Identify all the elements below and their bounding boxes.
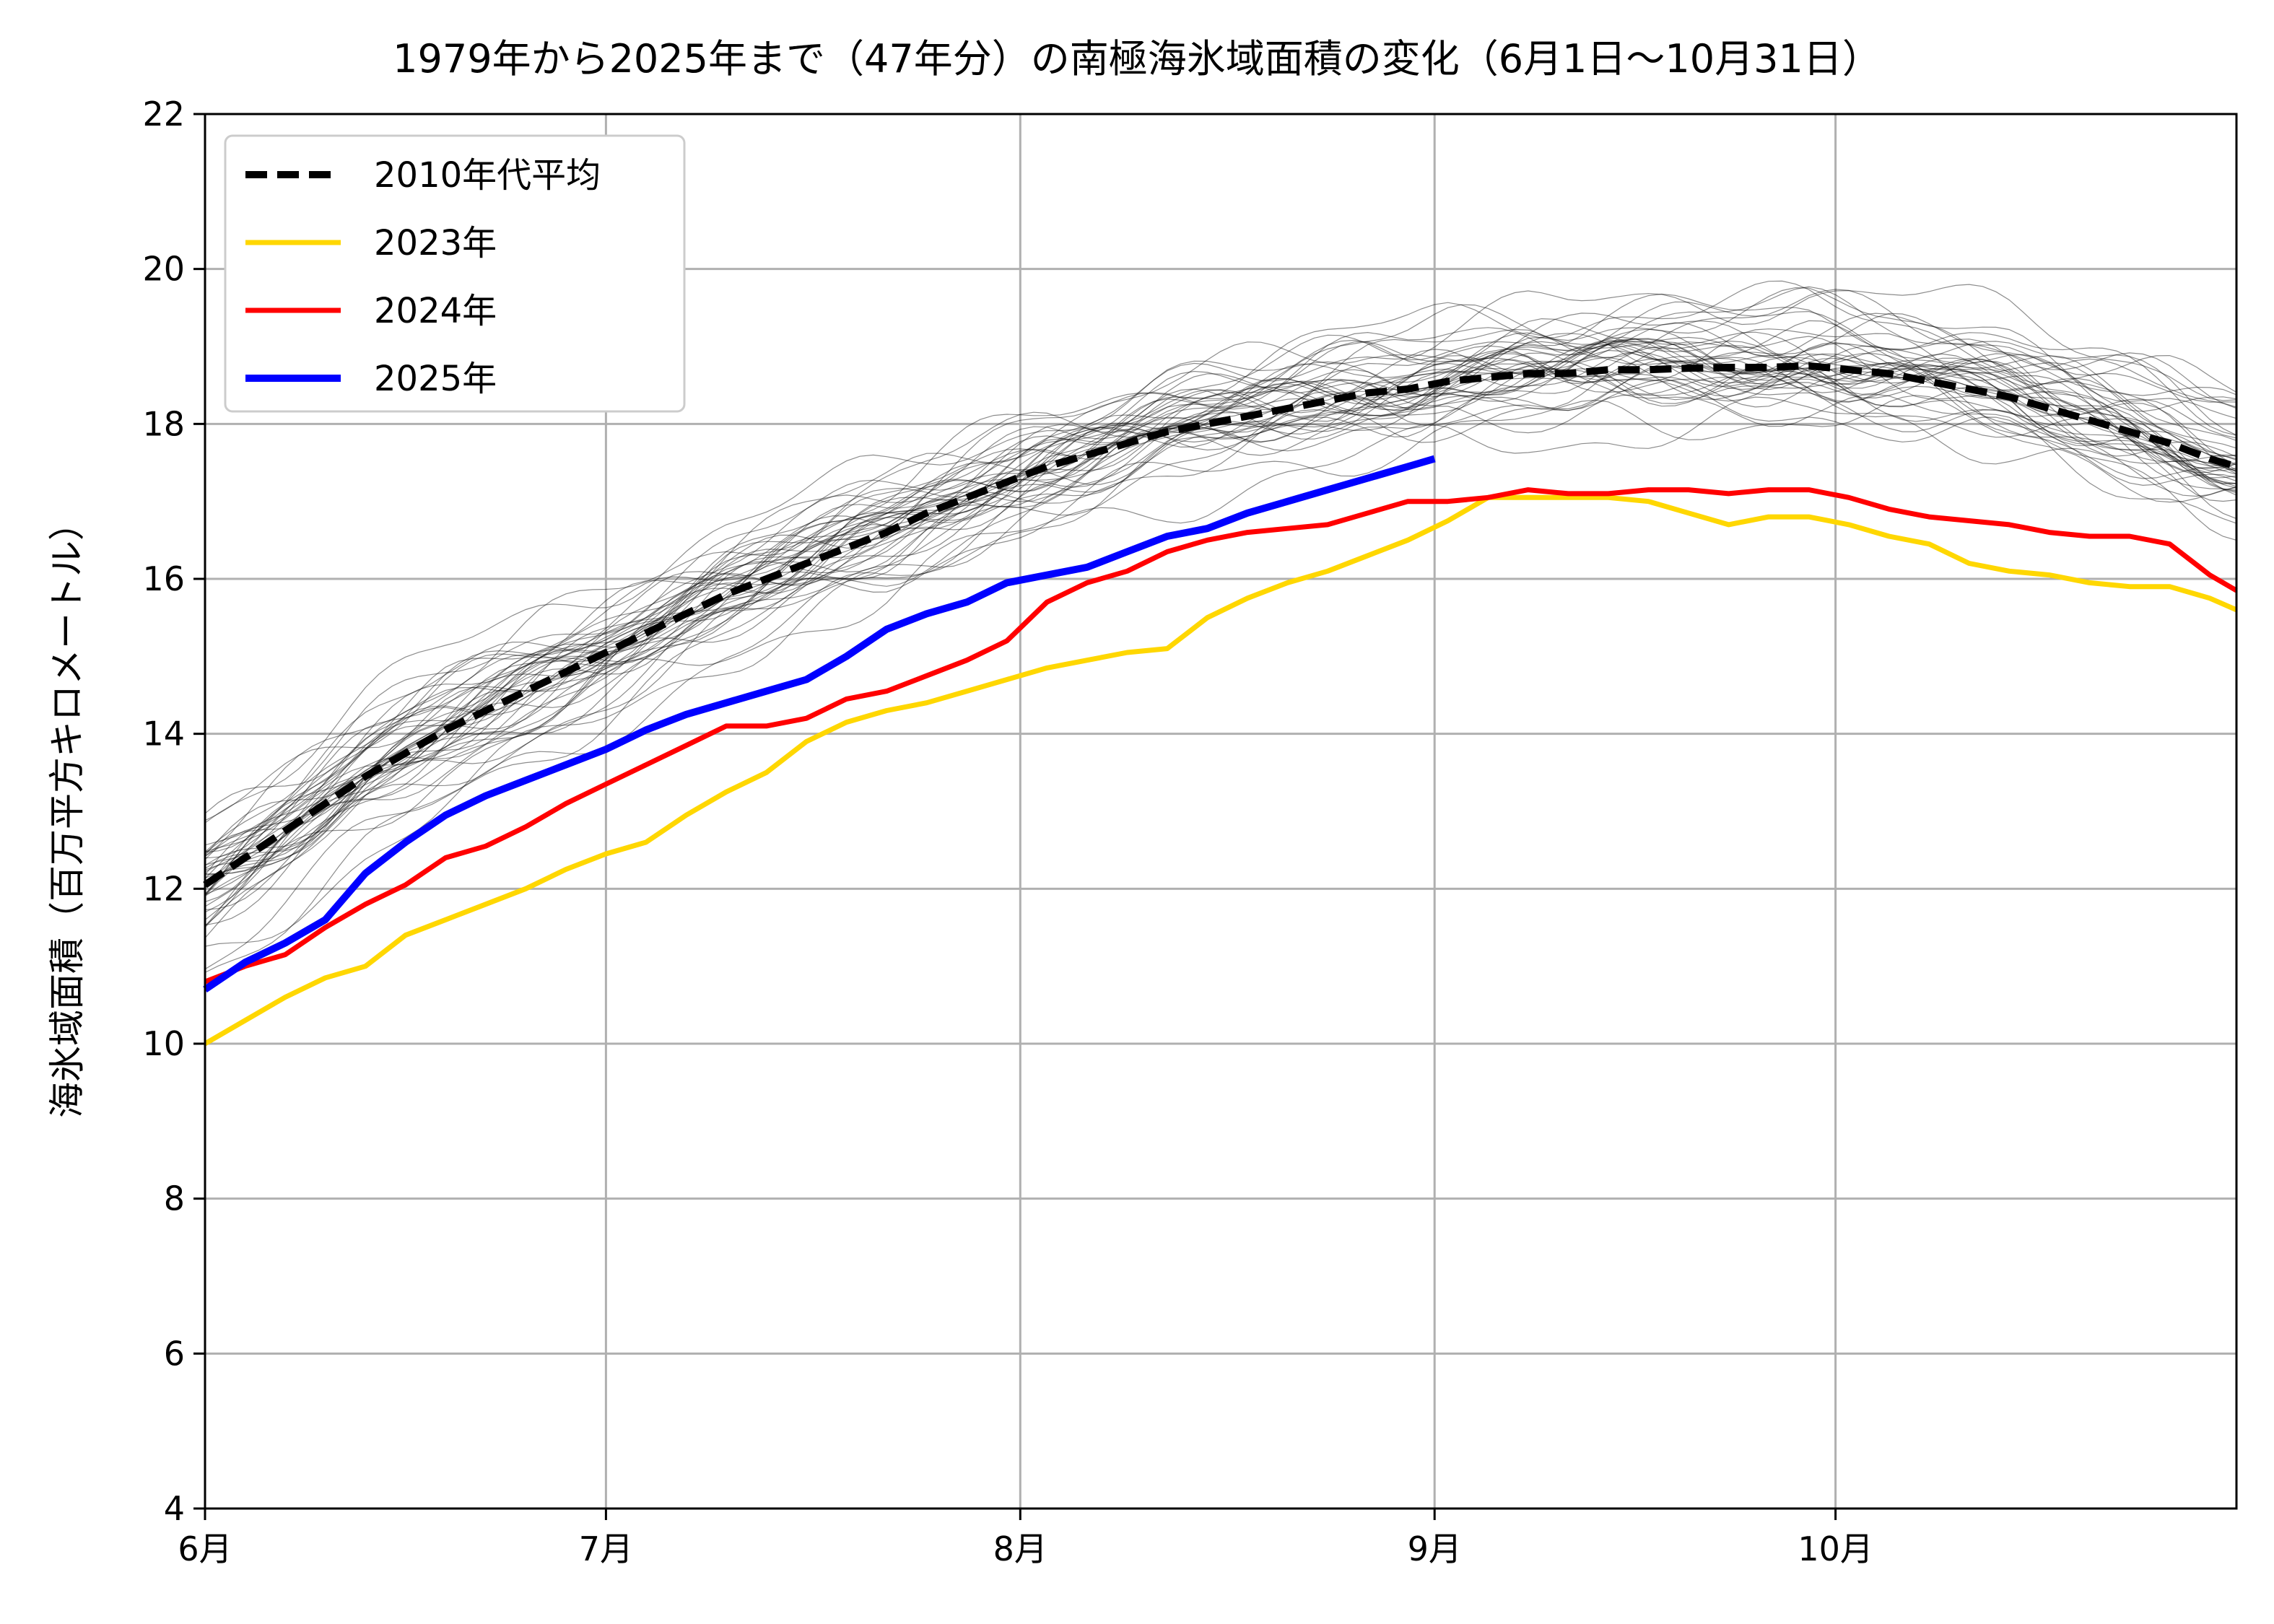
historical-year-line (204, 320, 2237, 860)
legend-label-1: 2023年 (374, 223, 497, 263)
grid (205, 114, 2236, 1509)
y-tick-label: 4 (164, 1489, 185, 1528)
historical-year-line (204, 286, 2237, 854)
historical-year-line (204, 343, 2237, 873)
y-tick-label: 16 (142, 559, 185, 598)
y-axis-label: 海氷域面積（百万平方キロメートル） (46, 505, 88, 1118)
historical-year-line (204, 361, 2237, 869)
historical-year-line (204, 344, 2237, 903)
historical-year-line (204, 370, 2237, 876)
y-tick-label: 14 (142, 715, 185, 754)
historical-year-line (204, 280, 2237, 852)
y-tick-label: 22 (142, 95, 185, 134)
historical-year-line (204, 357, 2237, 970)
historical-year-line (204, 338, 2237, 865)
y-tick-label: 6 (164, 1334, 185, 1373)
x-tick-label: 6月 (178, 1529, 232, 1568)
legend-label-2: 2024年 (374, 291, 497, 331)
historical-year-line (204, 328, 2237, 824)
historical-year-line (204, 379, 2237, 897)
historical-year-line (204, 349, 2237, 911)
historical-year-line (204, 357, 2237, 928)
historical-year-line (204, 336, 2237, 846)
y-axis-ticks: 4 6 8 10 12 14 16 18 20 22 (142, 95, 205, 1528)
historical-year-line (204, 313, 2237, 889)
y-tick-label: 18 (142, 404, 185, 443)
legend-box (224, 134, 686, 413)
series-lines (203, 362, 2238, 1047)
historical-year-line (204, 355, 2237, 907)
historical-year-line (204, 313, 2237, 885)
plot-frame (204, 113, 2238, 1510)
historical-year-line (204, 345, 2237, 896)
chart-title: 1979年から2025年まで（47年分）の南極海氷域面積の変化（6月1日〜10月… (393, 36, 1881, 82)
historical-year-lines (204, 280, 2237, 973)
historical-year-line (204, 293, 2237, 870)
legend-label-3: 2025年 (374, 359, 497, 399)
historical-year-line (204, 362, 2237, 920)
x-tick-label: 7月 (579, 1529, 633, 1568)
historical-year-line (204, 344, 2237, 926)
y-tick-label: 8 (164, 1179, 185, 1218)
historical-year-line (204, 336, 2237, 814)
historical-year-line (204, 328, 2237, 821)
y-tick-label: 10 (142, 1024, 185, 1063)
historical-year-line (204, 360, 2237, 926)
historical-year-line (204, 367, 2237, 927)
x-tick-label: 10月 (1798, 1529, 1873, 1568)
series-line-3 (203, 455, 1436, 993)
historical-year-line (204, 339, 2237, 853)
historical-year-line (204, 341, 2237, 859)
historical-year-line (204, 354, 2237, 947)
historical-year-line (204, 396, 2237, 895)
historical-year-line (204, 351, 2237, 973)
historical-year-line (204, 332, 2237, 895)
legend-label-0: 2010年代平均 (374, 155, 601, 196)
legend: 2010年代平均 2023年 2024年 2025年 (224, 134, 686, 413)
x-tick-label: 8月 (993, 1529, 1047, 1568)
historical-year-line (204, 322, 2237, 886)
x-axis-ticks: 6月 7月 8月 9月 10月 (178, 1509, 1873, 1568)
historical-year-line (204, 365, 2237, 938)
series-line-1 (204, 494, 2238, 1047)
series-line-2 (204, 487, 2238, 985)
y-tick-label: 12 (142, 869, 185, 908)
historical-year-line (204, 289, 2237, 856)
x-tick-label: 9月 (1408, 1529, 1462, 1568)
historical-year-line (204, 395, 2237, 913)
y-tick-label: 20 (142, 250, 185, 289)
historical-year-line (204, 338, 2237, 852)
historical-year-line (204, 365, 2237, 883)
historical-year-line (204, 341, 2237, 879)
historical-year-line (204, 351, 2237, 896)
historical-year-line (204, 287, 2237, 857)
historical-year-line (204, 301, 2237, 866)
historical-year-line (204, 331, 2237, 875)
series-line-0 (203, 362, 2238, 889)
